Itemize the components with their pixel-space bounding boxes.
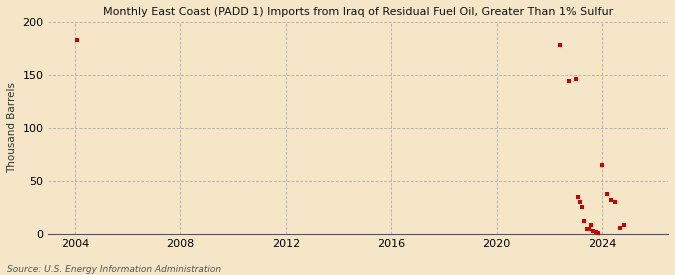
Point <box>579 219 590 223</box>
Text: Source: U.S. Energy Information Administration: Source: U.S. Energy Information Administ… <box>7 265 221 274</box>
Y-axis label: Thousand Barrels: Thousand Barrels <box>7 82 17 174</box>
Point <box>605 198 616 202</box>
Point <box>592 231 603 235</box>
Point <box>555 43 566 47</box>
Point <box>597 163 608 167</box>
Title: Monthly East Coast (PADD 1) Imports from Iraq of Residual Fuel Oil, Greater Than: Monthly East Coast (PADD 1) Imports from… <box>103 7 614 17</box>
Point <box>610 200 621 204</box>
Point <box>572 195 583 199</box>
Point <box>72 38 82 42</box>
Point <box>618 223 629 228</box>
Point <box>588 229 599 233</box>
Point <box>590 230 601 234</box>
Point <box>584 226 595 231</box>
Point <box>575 200 586 204</box>
Point <box>577 205 588 210</box>
Point <box>564 79 574 84</box>
Point <box>586 223 597 228</box>
Point <box>601 191 612 196</box>
Point <box>614 226 625 230</box>
Point <box>570 77 581 81</box>
Point <box>581 226 592 231</box>
